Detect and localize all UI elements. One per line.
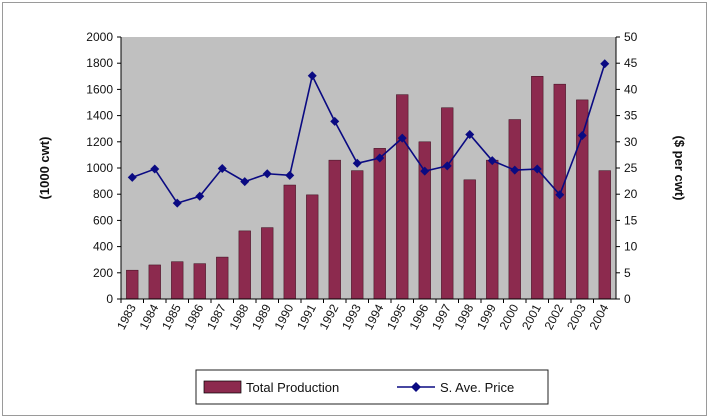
left-tick-label: 1000 — [86, 161, 113, 175]
bar-1987 — [216, 256, 229, 300]
left-tick-label: 600 — [93, 213, 113, 227]
bar-2004 — [598, 170, 611, 300]
right-tick-label: 10 — [624, 240, 638, 254]
x-tick-label: 1996 — [407, 302, 432, 332]
x-tick-label: 1988 — [227, 302, 252, 332]
bar-1984 — [148, 264, 161, 300]
price-point-1985 — [172, 198, 182, 208]
left-tick-label: 1200 — [86, 135, 113, 149]
price-point-1996 — [420, 166, 430, 176]
right-tick-label: 25 — [624, 161, 638, 175]
bar-1993 — [351, 170, 364, 300]
price-line-group — [127, 59, 610, 208]
x-tick-label: 2001 — [519, 302, 544, 332]
legend-box — [195, 369, 549, 405]
price-point-1991 — [307, 71, 317, 81]
left-tick-label: 1600 — [86, 82, 113, 96]
right-tick-label: 50 — [624, 30, 638, 44]
bar-1997 — [441, 107, 454, 300]
bar-1985 — [171, 261, 184, 300]
x-tick-label: 1992 — [317, 302, 342, 332]
price-point-1983 — [127, 172, 137, 182]
bar-1983 — [126, 269, 139, 300]
left-tick-label: 200 — [93, 266, 113, 280]
legend-line-label: S. Ave. Price — [440, 380, 514, 395]
right-tick-label: 20 — [624, 187, 638, 201]
price-point-1992 — [330, 116, 340, 126]
x-tick-label: 1989 — [249, 302, 274, 332]
left-tick-label: 800 — [93, 187, 113, 201]
bar-1995 — [396, 94, 409, 300]
right-tick-label: 5 — [624, 266, 631, 280]
legend-bar-swatch — [203, 380, 242, 394]
right-axis-title: ($ per cwt) — [672, 135, 687, 200]
price-point-1984 — [150, 164, 160, 174]
right-tick-label: 0 — [624, 292, 631, 306]
bar-1988 — [238, 230, 251, 300]
x-tick-label: 1993 — [339, 302, 364, 332]
left-tick-label: 1400 — [86, 109, 113, 123]
legend-bar-label: Total Production — [246, 380, 339, 395]
legend-line-marker — [411, 382, 421, 392]
x-tick-label: 1990 — [272, 302, 297, 332]
price-point-2001 — [532, 164, 542, 174]
price-point-1997 — [442, 161, 452, 171]
price-point-1995 — [397, 133, 407, 143]
x-tick-label: 1986 — [182, 302, 207, 332]
right-tick-label: 30 — [624, 135, 638, 149]
bar-1998 — [463, 179, 476, 300]
right-tick-label: 40 — [624, 82, 638, 96]
right-tick-label: 15 — [624, 213, 638, 227]
left-tick-label: 1800 — [86, 56, 113, 70]
price-point-1998 — [465, 129, 475, 139]
price-point-1989 — [262, 169, 272, 179]
price-point-2004 — [600, 59, 610, 69]
bar-1989 — [261, 227, 274, 300]
bar-1994 — [373, 148, 386, 300]
price-point-2003 — [577, 131, 587, 141]
x-tick-label: 1999 — [474, 302, 499, 332]
left-tick-label: 2000 — [86, 30, 113, 44]
x-tick-label: 1984 — [137, 302, 162, 332]
bar-2001 — [531, 76, 544, 300]
x-tick-label: 2000 — [497, 302, 522, 332]
left-tick-label: 400 — [93, 240, 113, 254]
price-point-1988 — [240, 177, 250, 187]
x-tick-label: 2004 — [587, 302, 612, 332]
x-tick-label: 1994 — [362, 302, 387, 332]
price-point-1990 — [285, 170, 295, 180]
price-point-2000 — [510, 165, 520, 175]
x-tick-label: 1995 — [384, 302, 409, 332]
x-tick-label: 1987 — [204, 302, 229, 332]
left-axis-title: (1000 cwt) — [37, 137, 52, 200]
price-point-1986 — [195, 191, 205, 201]
left-tick-label: 0 — [106, 292, 113, 306]
x-tick-label: 1998 — [452, 302, 477, 332]
right-tick-label: 35 — [624, 109, 638, 123]
price-point-1994 — [375, 153, 385, 163]
right-tick-label: 45 — [624, 56, 638, 70]
x-tick-label: 1985 — [159, 302, 184, 332]
x-tick-label: 1991 — [294, 302, 319, 332]
x-tick-label: 2003 — [564, 302, 589, 332]
price-line — [131, 63, 606, 205]
bar-1992 — [328, 159, 341, 300]
price-point-2002 — [555, 190, 565, 200]
price-point-1999 — [487, 156, 497, 166]
bar-1990 — [283, 184, 296, 300]
x-tick-label: 1983 — [114, 302, 139, 332]
bar-1999 — [486, 159, 499, 300]
bar-1991 — [306, 194, 319, 300]
price-point-1987 — [217, 164, 227, 174]
x-tick-label: 2002 — [542, 302, 567, 332]
chart-svg: 0 200 400 600 800 1000 1200 1400 1600 1800 2000 0 5 1… — [37, 30, 687, 405]
bar-2000 — [508, 119, 521, 300]
x-tick-label: 1997 — [429, 302, 454, 332]
price-point-1993 — [352, 158, 362, 168]
bar-2003 — [576, 99, 589, 300]
chart-frame: 0 200 400 600 800 1000 1200 1400 1600 1800 2000 0 5 1… — [2, 2, 707, 416]
bar-1986 — [193, 263, 206, 300]
